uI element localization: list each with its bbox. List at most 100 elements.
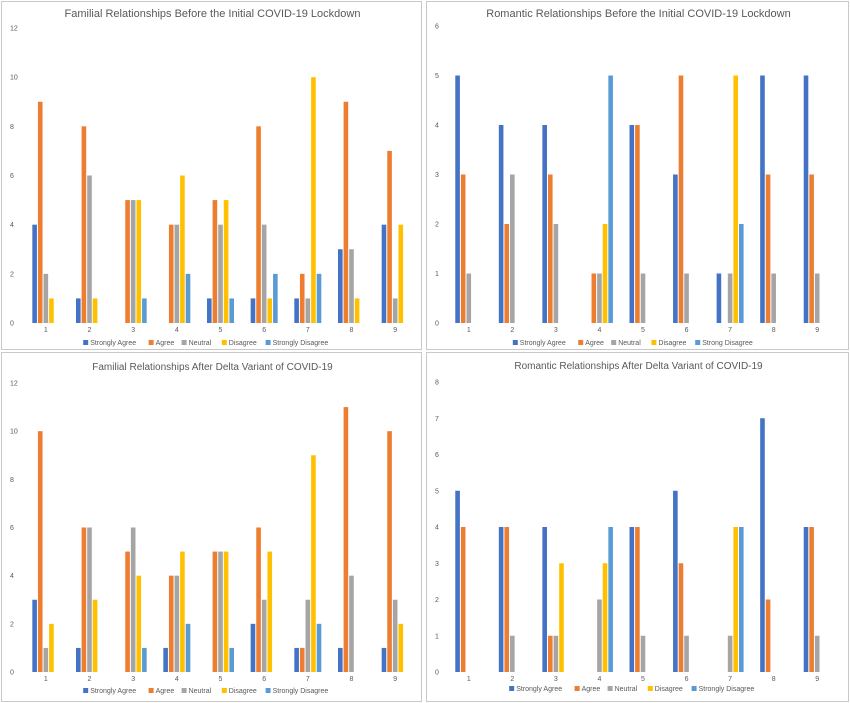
x-tick-label: 4 <box>175 676 179 683</box>
bar-neutral-5 <box>218 224 223 323</box>
bar-strongly-agree-4 <box>163 647 168 672</box>
bar-agree-2 <box>504 527 510 672</box>
bar-disagree-7 <box>311 455 316 672</box>
chart-title: Romantic Relationships Before the Initia… <box>486 8 790 20</box>
bar-strongly-agree-9 <box>803 527 809 672</box>
y-tick-label: 0 <box>435 321 439 328</box>
bar-agree-6 <box>256 527 261 672</box>
x-tick-label: 6 <box>685 676 689 683</box>
y-tick-label: 4 <box>435 123 439 130</box>
legend-swatch-neutral <box>181 688 187 693</box>
bar-agree-5 <box>635 125 640 323</box>
bar-agree-2 <box>504 224 510 323</box>
bar-neutral-8 <box>349 249 354 323</box>
bar-neutral-2 <box>87 175 92 323</box>
bar-agree-1 <box>37 431 43 672</box>
bar-disagree-3 <box>559 563 564 672</box>
bar-strongly-agree-8 <box>760 75 765 323</box>
bar-disagree-2 <box>92 298 98 323</box>
x-tick-label: 2 <box>88 327 92 334</box>
chart-panel-romantic-after: Romantic Relationships After Delta Varia… <box>426 352 849 702</box>
y-tick-label: 1 <box>435 633 439 640</box>
legend: Strongly Agree Agree Neutral Disagree Strong… <box>509 686 754 693</box>
bar-strongly-disagree-3 <box>142 298 147 323</box>
legend-swatch-strongly-agree <box>509 686 515 691</box>
bar-strongly-agree-9 <box>381 224 387 323</box>
legend-swatch-disagree <box>647 686 653 691</box>
bar-strongly-agree-5 <box>629 527 635 672</box>
x-tick-label: 1 <box>44 676 48 683</box>
bar-neutral-7 <box>305 599 311 672</box>
bar-agree-2 <box>81 126 87 323</box>
bar-disagree-1 <box>49 298 54 323</box>
x-tick-label: 3 <box>554 327 558 334</box>
x-tick-label: 6 <box>262 327 266 334</box>
y-tick-label: 8 <box>10 124 14 131</box>
bar-strongly-agree-8 <box>338 249 343 323</box>
bar-neutral-6 <box>684 635 689 672</box>
bar-strongly-agree-9 <box>381 647 387 672</box>
x-tick-label: 7 <box>728 327 732 334</box>
x-tick-label: 6 <box>685 327 689 334</box>
legend-swatch-disagree <box>221 688 227 693</box>
bar-strongly-agree-5 <box>629 125 635 323</box>
bar-strongly-disagree-7 <box>316 623 322 672</box>
bar-agree-7 <box>299 273 305 323</box>
x-tick-label: 1 <box>467 327 471 334</box>
bar-agree-8 <box>765 599 771 672</box>
bar-strongly-agree-5 <box>207 298 212 323</box>
x-tick-label: 7 <box>306 327 310 334</box>
legend-swatch-strongly-disagree <box>265 340 271 345</box>
legend-label-neutral: Neutral <box>615 686 638 693</box>
bar-agree-3 <box>547 174 553 323</box>
chart-familial-before: Familial Relationships Before the Initia… <box>10 8 404 347</box>
bar-strongly-agree-1 <box>32 224 37 323</box>
bar-neutral-5 <box>218 551 223 672</box>
legend-label-strongly-agree: Strongly Agree <box>516 686 562 693</box>
bar-agree-8 <box>765 174 771 323</box>
legend-label-strongly-agree: Strongly Agree <box>520 340 566 347</box>
bar-neutral-2 <box>510 635 515 672</box>
x-tick-label: 5 <box>641 676 645 683</box>
legend-label-strong-disagree: Strong Disagree <box>702 340 753 347</box>
bar-agree-1 <box>460 174 466 323</box>
bar-neutral-7 <box>727 273 733 323</box>
legend-swatch-strong-disagree <box>695 340 701 345</box>
bar-strongly-agree-3 <box>542 527 547 672</box>
x-tick-label: 9 <box>393 327 397 334</box>
x-tick-label: 2 <box>510 676 514 683</box>
legend-label-neutral: Neutral <box>618 340 641 347</box>
bar-strongly-agree-2 <box>498 125 504 323</box>
bar-strongly-disagree-5 <box>229 647 234 672</box>
y-tick-label: 4 <box>435 525 439 532</box>
bar-neutral-3 <box>130 527 136 672</box>
bar-disagree-5 <box>223 200 229 323</box>
bar-strongly-agree-7 <box>716 273 722 323</box>
y-tick-label: 6 <box>435 24 439 31</box>
bar-agree-5 <box>635 527 640 672</box>
bar-disagree-3 <box>136 200 142 323</box>
legend-swatch-strongly-agree <box>83 340 89 345</box>
legend-label-agree: Agree <box>585 340 604 347</box>
bar-neutral-5 <box>640 635 646 672</box>
bar-neutral-8 <box>349 575 354 672</box>
bar-disagree-9 <box>398 623 404 672</box>
bar-neutral-3 <box>130 200 136 323</box>
bar-strong-disagree-4 <box>608 75 613 323</box>
legend-swatch-strongly-agree <box>512 340 518 345</box>
bar-neutral-3 <box>553 635 559 672</box>
bar-neutral-9 <box>814 635 820 672</box>
bar-agree-6 <box>256 126 261 323</box>
bar-agree-5 <box>212 551 218 672</box>
bar-strongly-agree-3 <box>542 125 547 323</box>
y-tick-label: 3 <box>435 561 439 568</box>
bar-strongly-disagree-4 <box>185 273 191 323</box>
x-tick-label: 4 <box>175 327 179 334</box>
bar-neutral-4 <box>597 273 602 323</box>
bar-agree-5 <box>212 200 218 323</box>
bar-neutral-6 <box>261 599 267 672</box>
bar-neutral-1 <box>43 273 49 323</box>
x-tick-label: 8 <box>350 676 354 683</box>
bar-strongly-agree-7 <box>294 647 299 672</box>
bar-agree-2 <box>81 527 87 672</box>
